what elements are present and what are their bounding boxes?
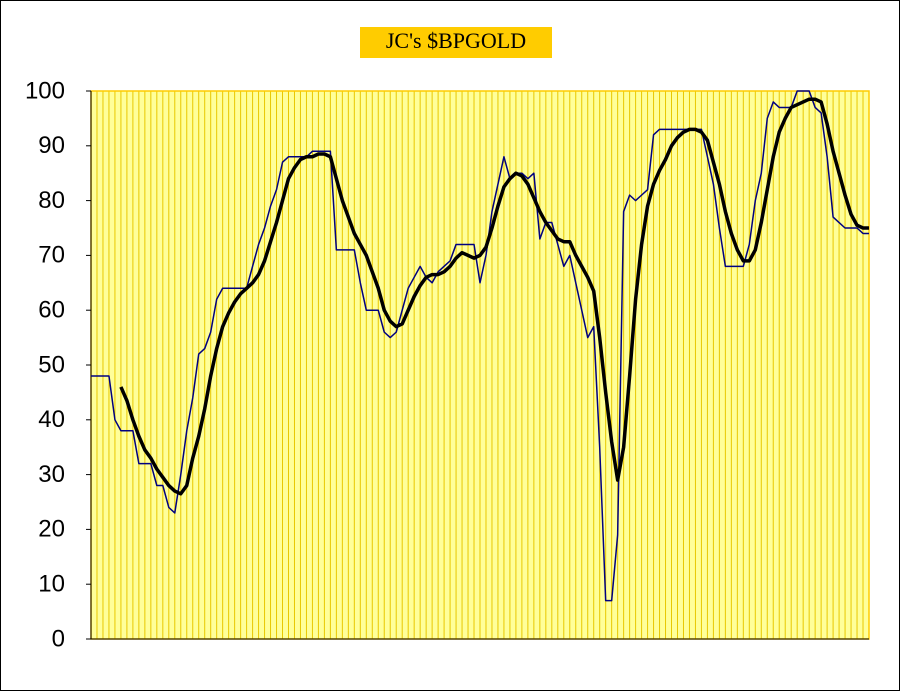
y-tick-label: 10 [38,571,65,598]
y-tick-label: 60 [38,297,65,324]
y-tick-label: 40 [38,406,65,433]
y-tick-label: 70 [38,242,65,269]
series-line [91,90,869,602]
y-tick-label: 80 [38,187,65,214]
y-tick-label: 30 [38,461,65,488]
y-tick-label: 20 [38,516,65,543]
series-line [119,97,869,496]
y-tick-label: 90 [38,132,65,159]
y-tick-label: 100 [25,77,65,104]
title-box [360,27,552,58]
plot-area [90,90,870,640]
chart-title: JC's $BPGOLD [386,28,526,53]
y-tick-label: 0 [52,625,65,652]
y-tick-label: 50 [38,351,65,378]
